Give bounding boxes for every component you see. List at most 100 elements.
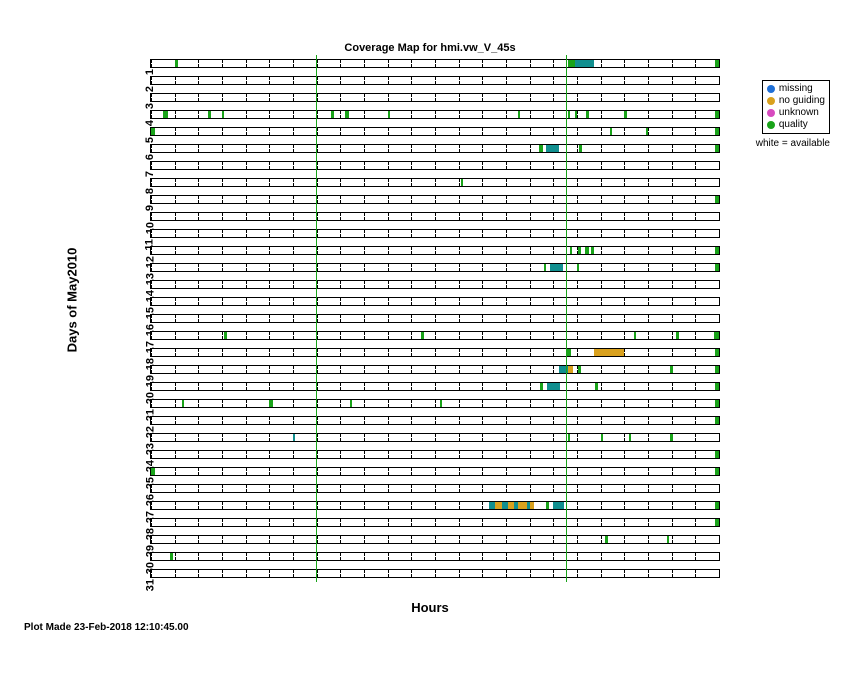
coverage-segment: [518, 502, 527, 509]
coverage-segment: [715, 417, 719, 424]
legend-label: unknown: [779, 107, 819, 119]
day-row: 18: [150, 348, 720, 357]
coverage-segment: [331, 111, 335, 118]
coverage-segment: [578, 247, 580, 254]
coverage-segment: [715, 60, 719, 67]
day-rail: [150, 535, 720, 544]
legend-item: unknown: [767, 107, 825, 119]
legend-item: no guiding: [767, 95, 825, 107]
coverage-segment: [577, 264, 579, 271]
day-rail: [150, 161, 720, 170]
coverage-segment: [715, 145, 719, 152]
day-row: 16: [150, 314, 720, 323]
coverage-segment: [715, 111, 719, 118]
day-row: 11: [150, 229, 720, 238]
day-row: 29: [150, 535, 720, 544]
coverage-segment: [539, 145, 543, 152]
coverage-segment: [667, 536, 669, 543]
coverage-segment: [714, 332, 719, 339]
day-row: 10: [150, 212, 720, 221]
day-row: 12: [150, 246, 720, 255]
coverage-segment: [575, 60, 594, 67]
coverage-segment: [224, 332, 226, 339]
day-row: 3: [150, 93, 720, 102]
coverage-segment: [544, 264, 546, 271]
coverage-segment: [670, 434, 672, 441]
day-row: 15: [150, 297, 720, 306]
coverage-segment: [634, 332, 636, 339]
coverage-segment: [715, 366, 719, 373]
plot-area: 1234567891011121314151617181920212223242…: [150, 55, 720, 582]
coverage-segment: [546, 502, 548, 509]
day-row: 7: [150, 161, 720, 170]
day-rail: [150, 263, 720, 272]
day-rail: [150, 399, 720, 408]
coverage-segment: [222, 111, 224, 118]
day-rail: [150, 93, 720, 102]
legend-swatch: [767, 85, 775, 93]
chart-title: Coverage Map for hmi.vw_V_45s: [0, 42, 860, 54]
coverage-segment: [170, 553, 174, 560]
coverage-segment: [670, 366, 672, 373]
coverage-segment: [715, 264, 719, 271]
coverage-segment: [566, 349, 571, 356]
coverage-segment: [540, 383, 542, 390]
coverage-segment: [461, 179, 463, 186]
coverage-segment: [715, 400, 719, 407]
coverage-segment: [624, 111, 626, 118]
coverage-segment: [546, 145, 559, 152]
day-rail: [150, 552, 720, 561]
day-row: 25: [150, 467, 720, 476]
coverage-segment: [208, 111, 212, 118]
chart-container: Coverage Map for hmi.vw_V_45s Days of Ma…: [0, 0, 860, 674]
day-row: 20: [150, 382, 720, 391]
day-rail: [150, 467, 720, 476]
coverage-segment: [163, 111, 168, 118]
coverage-segment: [151, 128, 155, 135]
legend-label: quality: [779, 119, 808, 131]
day-row: 8: [150, 178, 720, 187]
day-row: 4: [150, 110, 720, 119]
coverage-segment: [605, 536, 607, 543]
day-rail: [150, 382, 720, 391]
legend-note-value: available: [791, 138, 830, 149]
coverage-segment: [585, 247, 589, 254]
coverage-segment: [530, 502, 535, 509]
coverage-segment: [715, 468, 719, 475]
day-rail: [150, 365, 720, 374]
coverage-segment: [575, 111, 577, 118]
coverage-segment: [591, 247, 593, 254]
day-row: 13: [150, 263, 720, 272]
day-row: 26: [150, 484, 720, 493]
day-row: 2: [150, 76, 720, 85]
coverage-segment: [715, 451, 719, 458]
day-row: 30: [150, 552, 720, 561]
day-rail: [150, 348, 720, 357]
day-rail: [150, 212, 720, 221]
day-row: 14: [150, 280, 720, 289]
legend-item: missing: [767, 83, 825, 95]
coverage-segment: [715, 247, 719, 254]
day-row: 24: [150, 450, 720, 459]
coverage-segment: [715, 502, 719, 509]
coverage-segment: [594, 349, 625, 356]
day-row: 27: [150, 501, 720, 510]
legend-item: quality: [767, 119, 825, 131]
day-rail: [150, 280, 720, 289]
day-row: 31: [150, 569, 720, 578]
day-row: 9: [150, 195, 720, 204]
coverage-segment: [586, 111, 588, 118]
legend-label: missing: [779, 83, 813, 95]
day-rail: [150, 144, 720, 153]
coverage-segment: [345, 111, 349, 118]
plot-timestamp: Plot Made 23-Feb-2018 12:10:45.00: [24, 622, 189, 633]
day-rail: [150, 195, 720, 204]
day-rail: [150, 484, 720, 493]
coverage-segment: [568, 111, 570, 118]
coverage-segment: [350, 400, 352, 407]
day-row: 23: [150, 433, 720, 442]
coverage-segment: [629, 434, 631, 441]
coverage-segment: [440, 400, 442, 407]
day-rail: [150, 76, 720, 85]
day-row: 21: [150, 399, 720, 408]
